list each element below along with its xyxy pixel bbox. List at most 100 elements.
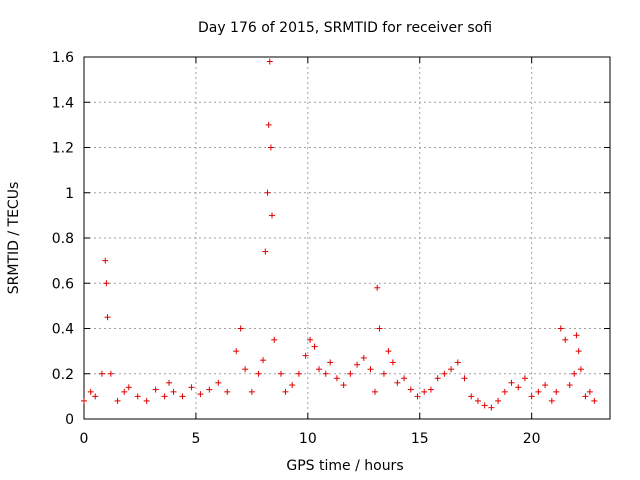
data-point: [266, 58, 273, 65]
data-point: [316, 366, 323, 373]
data-point: [501, 388, 508, 395]
y-tick-label: 0.8: [52, 231, 74, 247]
data-point: [121, 388, 128, 395]
x-tick-label: 5: [191, 431, 200, 447]
y-tick-label: 1.6: [52, 50, 74, 66]
chart-title: Day 176 of 2015, SRMTID for receiver sof…: [198, 20, 492, 36]
y-tick-label: 0.2: [52, 367, 74, 383]
data-point: [206, 386, 213, 393]
data-point: [586, 388, 593, 395]
data-point: [333, 375, 340, 382]
data-point: [81, 397, 87, 404]
data-point: [143, 397, 150, 404]
y-tick-label: 1: [65, 186, 74, 202]
x-axis-label: GPS time / hours: [286, 458, 403, 474]
data-point: [515, 384, 522, 391]
grid: [84, 57, 610, 419]
data-point: [528, 393, 535, 400]
data-points: [81, 58, 598, 411]
data-point: [553, 388, 560, 395]
data-point: [542, 382, 549, 389]
data-point: [441, 370, 448, 377]
data-point: [267, 144, 274, 151]
data-point: [354, 361, 361, 368]
data-point: [548, 397, 555, 404]
axis-ticks: 0 0.2 0.4 0.6 0.8 1 1.2 1.4 1.6 0 5 10 15 20: [52, 50, 610, 447]
data-point: [488, 404, 495, 411]
y-axis-label: SRMTID / TECUs: [6, 182, 22, 295]
data-point: [427, 386, 434, 393]
data-point: [215, 379, 222, 386]
y-tick-label: 1.2: [52, 141, 74, 157]
data-point: [104, 314, 111, 321]
data-point: [277, 370, 284, 377]
data-point: [107, 370, 114, 377]
data-point: [197, 391, 204, 398]
data-point: [289, 382, 296, 389]
data-point: [374, 284, 381, 291]
data-point: [448, 366, 455, 373]
data-point: [385, 348, 392, 355]
data-point: [557, 325, 564, 332]
data-point: [347, 370, 354, 377]
x-tick-label: 20: [523, 431, 541, 447]
data-point: [322, 370, 329, 377]
data-point: [360, 354, 367, 361]
data-point: [573, 332, 580, 339]
data-point: [103, 280, 110, 287]
data-point: [282, 388, 289, 395]
data-point: [134, 393, 141, 400]
data-point: [152, 386, 159, 393]
data-point: [434, 375, 441, 382]
data-point: [380, 370, 387, 377]
data-point: [521, 375, 528, 382]
data-point: [401, 375, 408, 382]
data-point: [307, 336, 314, 343]
data-point: [371, 388, 378, 395]
data-point: [461, 375, 468, 382]
data-point: [474, 397, 481, 404]
data-point: [327, 359, 334, 366]
data-point: [414, 393, 421, 400]
data-point: [468, 393, 475, 400]
data-point: [376, 325, 383, 332]
y-tick-label: 1.4: [52, 95, 74, 111]
data-point: [571, 370, 578, 377]
data-point: [242, 366, 249, 373]
data-point: [224, 388, 231, 395]
data-point: [161, 393, 168, 400]
plot-frame: [83, 56, 611, 420]
data-point: [535, 388, 542, 395]
data-point: [591, 397, 598, 404]
data-point: [454, 359, 461, 366]
data-point: [269, 212, 276, 219]
data-point: [508, 379, 515, 386]
data-point: [295, 370, 302, 377]
x-tick-label: 15: [411, 431, 429, 447]
data-point: [340, 382, 347, 389]
data-point: [495, 397, 502, 404]
y-tick-label: 0: [65, 412, 74, 428]
y-tick-label: 0.4: [52, 322, 74, 338]
data-point: [92, 393, 99, 400]
data-point: [166, 379, 173, 386]
data-point: [102, 257, 109, 264]
data-point: [248, 388, 255, 395]
data-point: [394, 379, 401, 386]
data-point: [389, 359, 396, 366]
data-point: [271, 336, 278, 343]
data-point: [262, 248, 269, 255]
data-point: [311, 343, 318, 350]
data-point: [188, 384, 195, 391]
data-point: [265, 121, 272, 128]
data-point: [255, 370, 262, 377]
data-point: [302, 352, 309, 359]
x-tick-label: 0: [80, 431, 89, 447]
data-point: [260, 357, 267, 364]
data-point: [421, 388, 428, 395]
data-point: [566, 382, 573, 389]
x-tick-label: 10: [299, 431, 317, 447]
y-tick-label: 0.6: [52, 276, 74, 292]
data-point: [407, 386, 414, 393]
data-point: [114, 397, 121, 404]
